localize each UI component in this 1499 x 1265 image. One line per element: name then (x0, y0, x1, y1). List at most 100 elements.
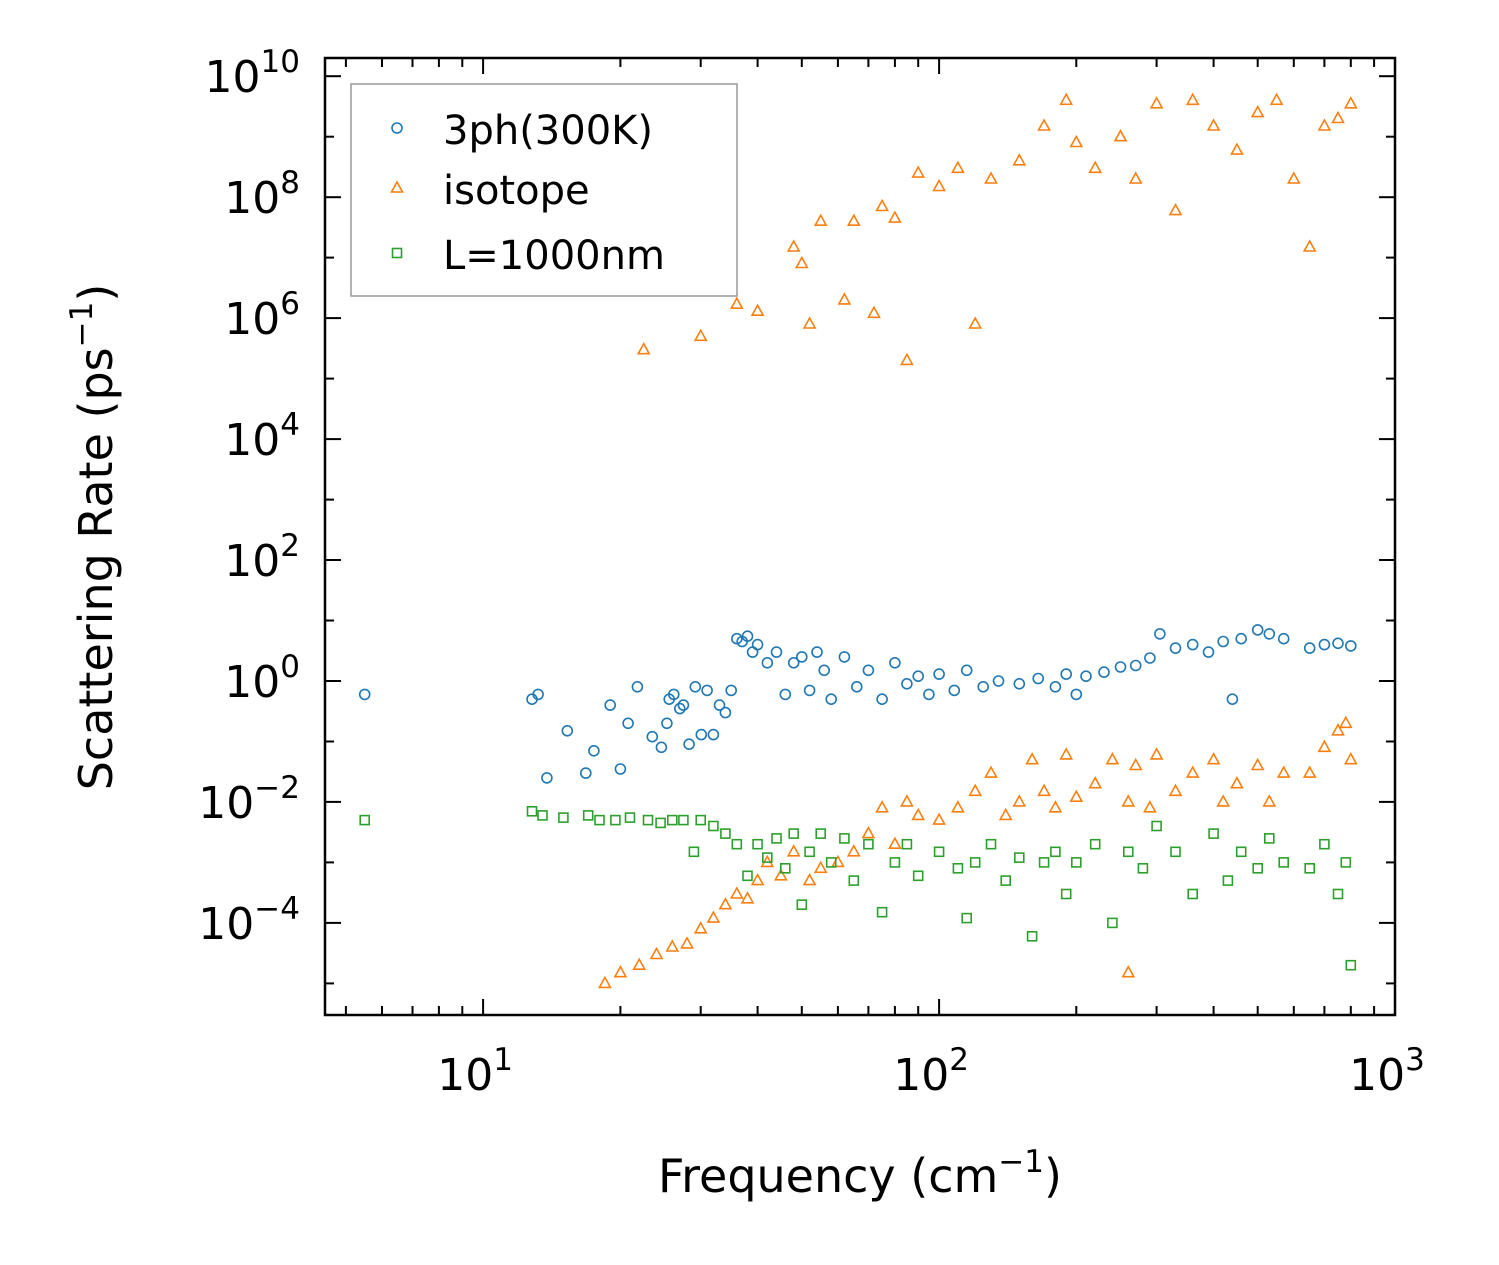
data-point (788, 828, 800, 839)
data-point (1012, 153, 1027, 166)
data-point (1251, 624, 1264, 636)
data-point (825, 693, 838, 706)
data-point (813, 860, 828, 874)
data-point (838, 651, 851, 663)
data-point (861, 825, 876, 839)
data-point (779, 688, 792, 701)
data-point (968, 316, 983, 329)
data-point (752, 838, 763, 850)
data-point (1144, 652, 1156, 664)
data-point (1060, 888, 1072, 900)
y-tick-label: 100 (224, 649, 300, 708)
legend-marker-boundary (391, 247, 403, 259)
data-point (846, 213, 861, 226)
data-point (1121, 965, 1136, 978)
data-point (850, 680, 863, 693)
data-point (532, 688, 544, 701)
tick-label-exponent: 0 (280, 649, 300, 685)
data-point (786, 239, 801, 252)
data-point (771, 833, 782, 844)
data-point (725, 684, 738, 697)
data-point (811, 646, 823, 658)
data-point (1080, 670, 1092, 683)
data-point (667, 688, 680, 701)
data-point (1098, 666, 1110, 678)
x-tick-label: 103 (1349, 1042, 1425, 1101)
data-point (1070, 688, 1083, 701)
data-point (1059, 92, 1074, 106)
data-point (1185, 92, 1200, 106)
data-point (1302, 765, 1317, 778)
data-point (1025, 752, 1039, 765)
data-point (1121, 794, 1136, 807)
data-point (1206, 752, 1221, 765)
data-point (358, 688, 371, 701)
data-point (1319, 838, 1330, 850)
data-point (900, 794, 914, 807)
tick-label-exponent: 4 (280, 407, 300, 443)
x-axis-title-close: ) (1044, 1149, 1062, 1203)
data-point (1318, 638, 1331, 651)
data-point (1332, 888, 1344, 900)
data-point (750, 303, 765, 317)
tick-label-base: 10 (224, 657, 280, 708)
data-point (731, 838, 743, 850)
y-tick-label: 104 (224, 407, 300, 466)
data-point (1276, 765, 1291, 778)
data-point (796, 899, 808, 911)
data-point (1264, 833, 1275, 844)
data-point (863, 838, 874, 850)
data-point (1343, 96, 1358, 109)
tick-label-base: 10 (893, 1050, 949, 1101)
data-point (1277, 632, 1290, 645)
data-point (901, 838, 913, 850)
data-point (1037, 118, 1051, 131)
data-point (802, 316, 817, 329)
data-point (646, 730, 659, 743)
tick-label-base: 10 (198, 778, 254, 829)
y-axis-title: Scattering Rate (ps−1) (64, 284, 123, 791)
tick-label-exponent: 8 (280, 165, 300, 201)
data-point (688, 846, 700, 858)
data-point (786, 844, 801, 857)
data-point (598, 975, 612, 989)
data-point (693, 328, 708, 342)
data-point (875, 800, 889, 813)
tick-label-exponent: −2 (254, 770, 300, 806)
tick-label-exponent: 6 (280, 286, 300, 322)
data-point (888, 210, 902, 223)
series-0 (358, 624, 1357, 784)
data-point (582, 810, 594, 821)
data-point (594, 814, 605, 826)
data-point (1343, 752, 1358, 765)
data-point (695, 728, 708, 741)
data-point (680, 936, 694, 949)
data-point (923, 688, 935, 701)
data-point (541, 772, 553, 784)
data-point (774, 868, 788, 881)
data-point (813, 213, 828, 226)
data-point (933, 668, 945, 680)
data-point (1186, 638, 1199, 651)
data-point (795, 651, 808, 663)
data-point (948, 684, 961, 697)
data-point (707, 728, 720, 741)
data-point (825, 857, 837, 868)
data-point (992, 675, 1005, 687)
legend-label-boundary: L=1000nm (443, 233, 665, 279)
data-point (839, 833, 850, 844)
data-point (1143, 800, 1157, 813)
y-axis-title-close: ) (69, 284, 123, 302)
data-point (1317, 739, 1332, 753)
data-point (977, 680, 990, 693)
data-point (1060, 668, 1072, 680)
data-point (708, 820, 719, 832)
data-point (655, 741, 668, 754)
data-point (1217, 635, 1229, 648)
data-point (984, 171, 998, 184)
data-point (985, 838, 997, 850)
data-point (1026, 930, 1038, 942)
data-point (1331, 723, 1345, 736)
tick-label-exponent: 10 (261, 44, 300, 80)
data-point (665, 939, 680, 952)
